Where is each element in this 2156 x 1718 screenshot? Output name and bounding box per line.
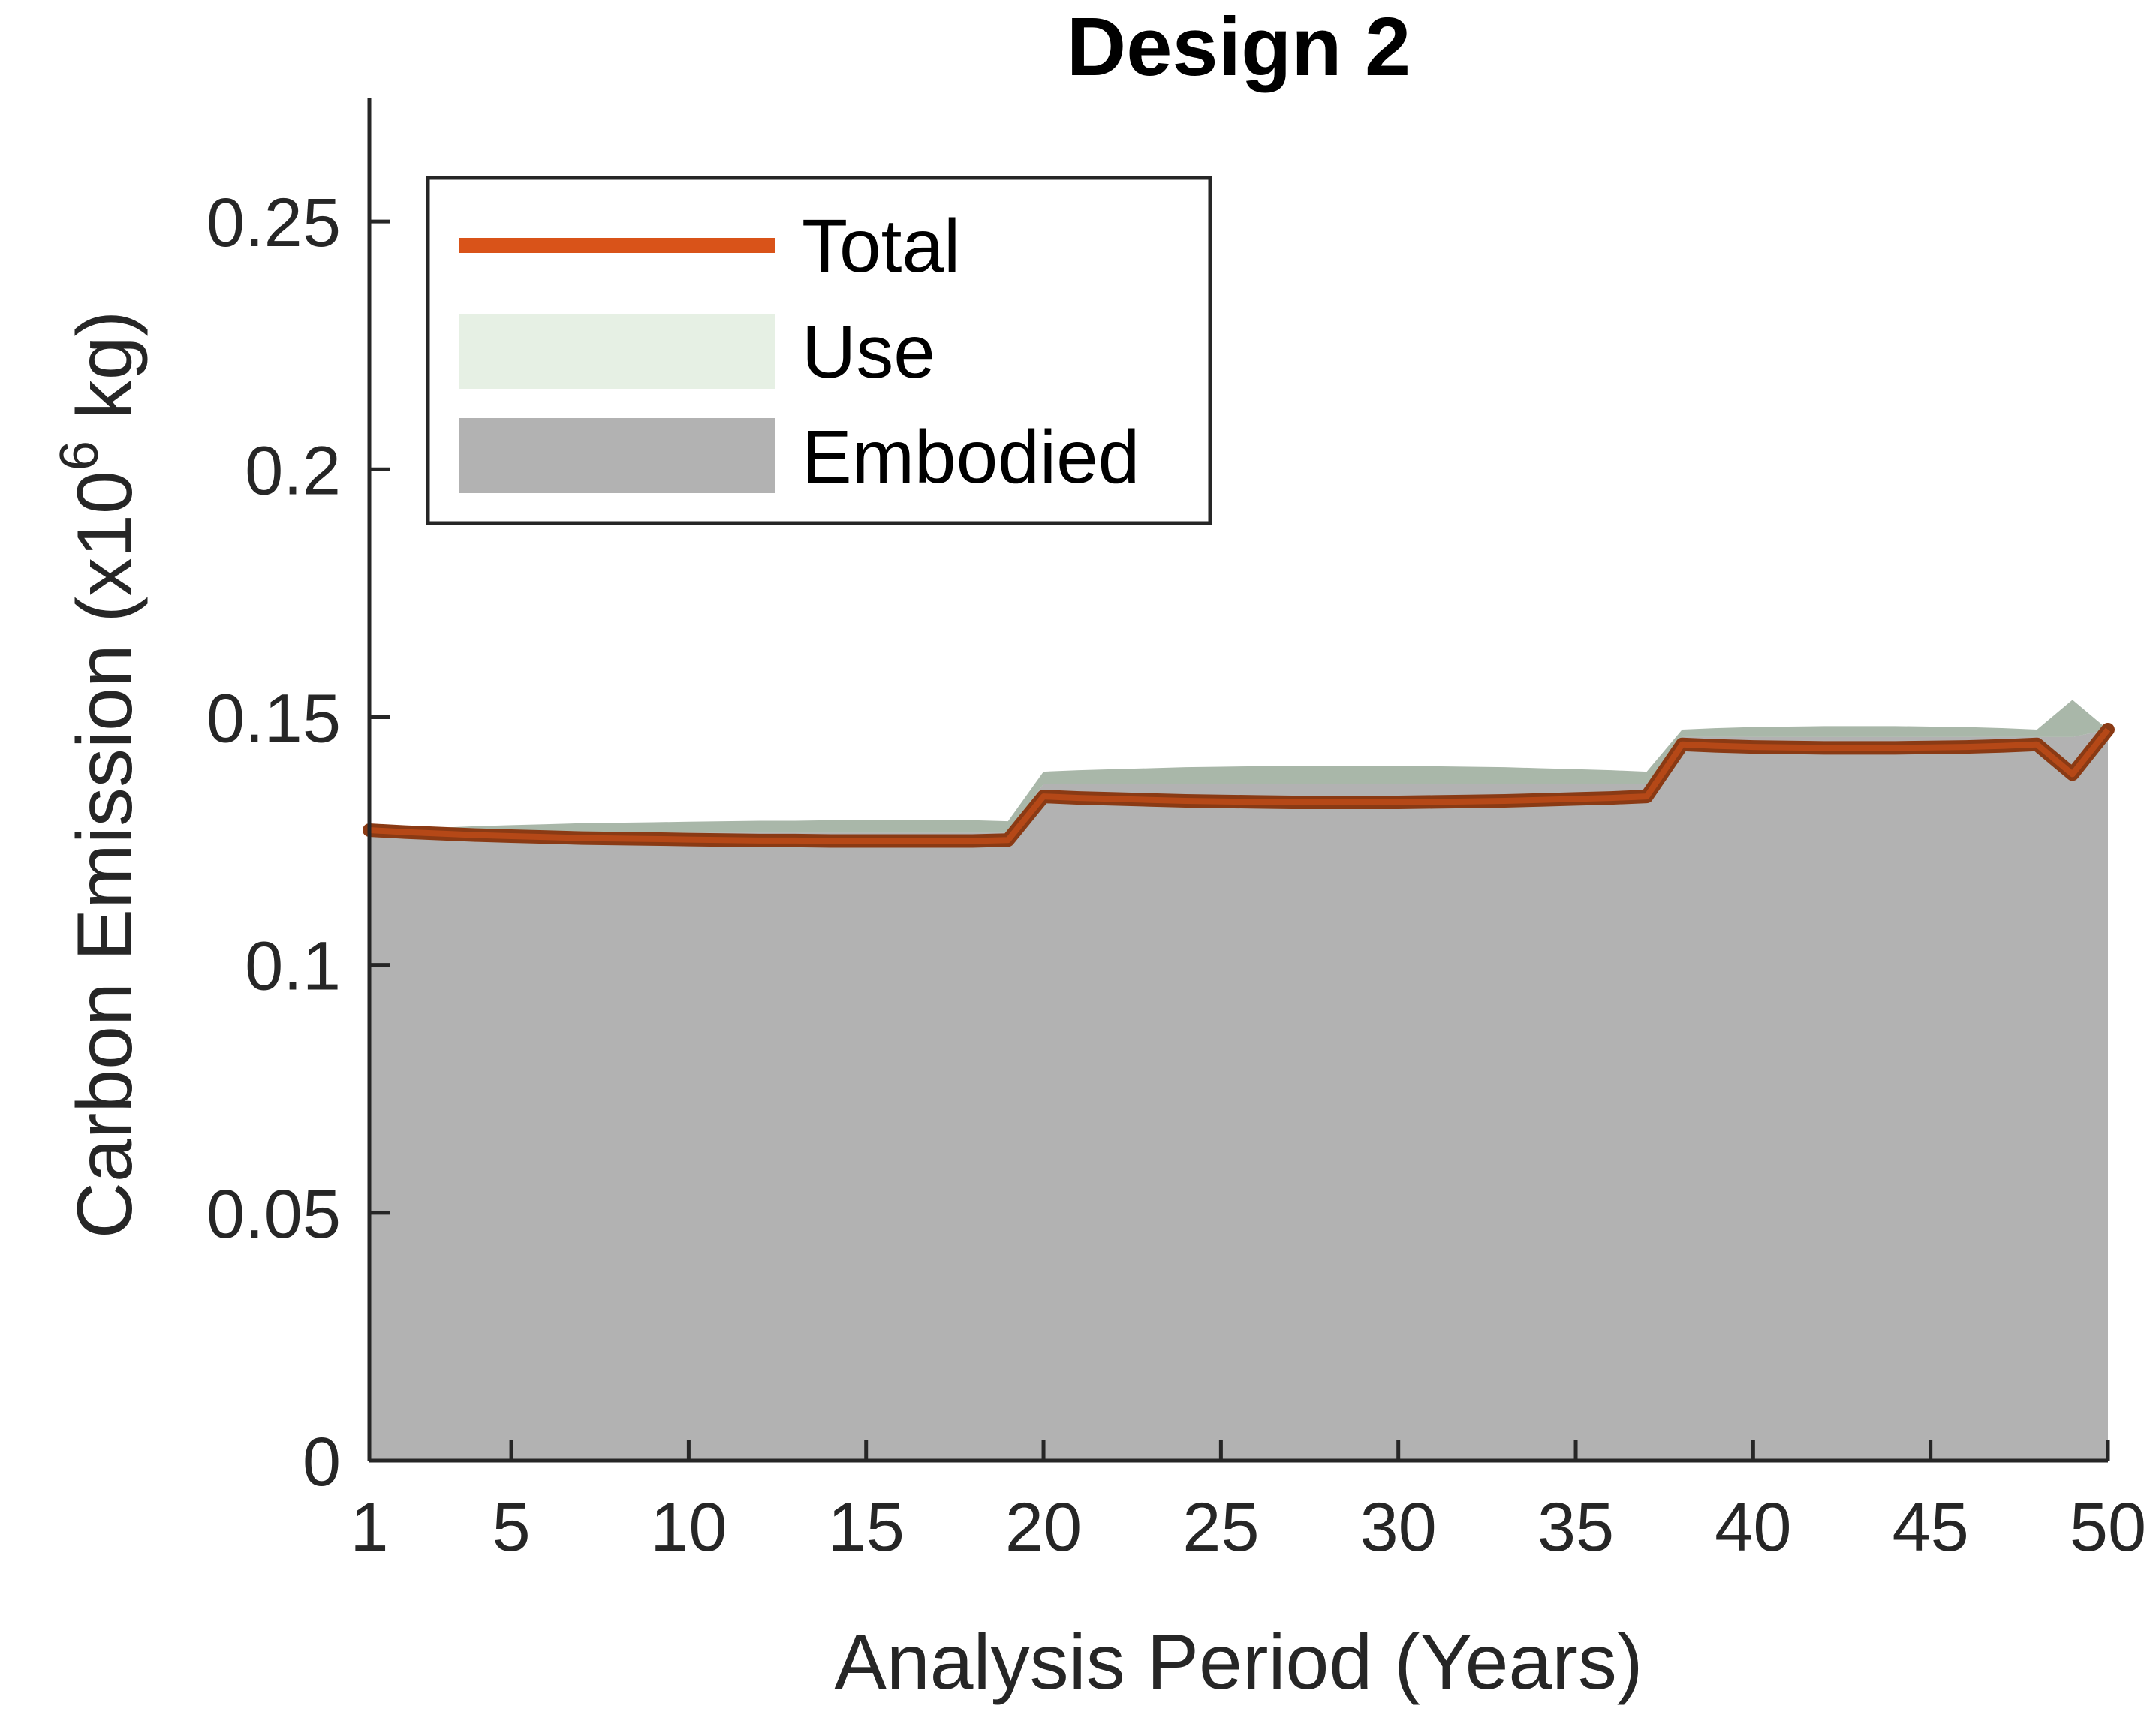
legend-label-total: Total (802, 204, 960, 288)
x-tick-label: 1 (350, 1489, 388, 1566)
axes (367, 98, 2108, 1463)
x-tick-label: 35 (1537, 1489, 1614, 1566)
legend: Total Use Embodied (426, 176, 1212, 525)
x-tick-label: 15 (828, 1489, 905, 1566)
x-axis-title: Analysis Period (Years) (834, 1619, 1643, 1706)
x-tick-label: 45 (1893, 1489, 1969, 1566)
y-axis-ticks: 0 0.05 0.1 0.15 0.2 0.25 (206, 185, 390, 1500)
x-tick-label: 5 (492, 1489, 530, 1566)
y-axis-title-exponent: 6 (50, 441, 110, 471)
embodied-area (369, 729, 2108, 1461)
legend-label-use: Use (802, 310, 935, 394)
y-tick-label: 0.1 (245, 928, 341, 1005)
y-tick-label: 0.2 (245, 432, 341, 509)
y-tick-label: 0.05 (206, 1176, 341, 1253)
x-tick-label: 20 (1005, 1489, 1082, 1566)
x-tick-label: 25 (1182, 1489, 1259, 1566)
legend-label-embodied: Embodied (802, 415, 1140, 499)
x-tick-label: 40 (1715, 1489, 1791, 1566)
x-tick-label: 30 (1360, 1489, 1437, 1566)
x-tick-label: 50 (2070, 1489, 2146, 1566)
y-tick-label: 0.25 (206, 185, 341, 261)
legend-swatch-embodied (459, 418, 775, 493)
x-axis-ticks: 1 5 10 15 20 25 30 35 40 45 50 (350, 1440, 2146, 1566)
legend-swatch-use (459, 314, 775, 389)
plot-area (363, 700, 2115, 1461)
y-tick-label: 0.15 (206, 680, 341, 757)
y-tick-label: 0 (303, 1424, 341, 1500)
y-axis-title-suffix: kg) (62, 311, 149, 441)
total-line (369, 727, 2111, 844)
x-tick-label: 10 (650, 1489, 727, 1566)
y-axis-title: Carbon Emission (x106 kg) (50, 311, 149, 1239)
y-axis-title-base: Carbon Emission (x10 (62, 471, 149, 1238)
chart-title: Design 2 (1067, 1, 1411, 93)
